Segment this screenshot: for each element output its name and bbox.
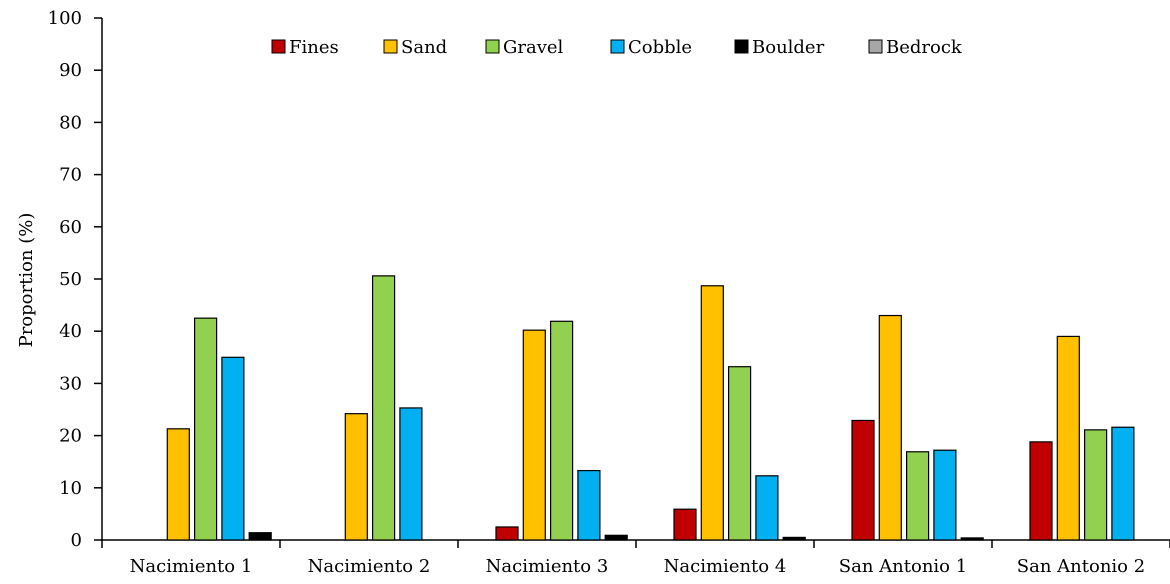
bar-fines-4 (673, 508, 697, 541)
bar-cobble-3 (577, 469, 601, 541)
x-axis: Nacimiento 1 Nacimiento 2 Nacimiento 3 Naci… (101, 539, 1170, 577)
legend-swatch-fines (271, 39, 286, 54)
bar-cobble-2 (399, 407, 423, 541)
y-tick-label: 30 (59, 373, 82, 394)
y-tick-label: 70 (59, 165, 82, 186)
y-axis-title: Proportion (%) (16, 213, 37, 348)
bar-sand-1 (166, 428, 190, 541)
bar-gravel-2 (372, 275, 396, 541)
bar-gravel-4 (727, 366, 752, 541)
bar-sand-5 (878, 314, 902, 541)
legend: Fines Sand Gravel Cobble Boulder Bedrock (271, 37, 963, 58)
legend-label-bedrock: Bedrock (886, 37, 963, 58)
bar-cobble-1 (221, 356, 245, 541)
bar-cobble-5 (933, 449, 957, 541)
bar-fines-5 (851, 419, 875, 541)
bar-cobble-4 (755, 475, 779, 541)
legend-swatch-gravel (485, 39, 500, 54)
y-tick-label: 100 (48, 8, 82, 29)
y-tick-label: 0 (71, 530, 82, 551)
y-tick-label: 80 (59, 112, 82, 133)
legend-swatch-cobble (610, 39, 625, 54)
legend-swatch-bedrock (868, 39, 883, 54)
x-category-label: San Antonio 2 (1017, 556, 1145, 577)
x-category-label: Nacimiento 3 (486, 556, 609, 577)
bar-sand-3 (522, 329, 546, 541)
bar-boulder-3 (604, 534, 628, 541)
bar-boulder-1 (248, 532, 272, 541)
y-tick-label: 10 (59, 478, 82, 499)
bar-sand-2 (344, 413, 368, 541)
bar-fines-3 (495, 526, 519, 541)
bar-gravel-6 (1083, 429, 1108, 541)
legend-label-boulder: Boulder (752, 37, 825, 58)
legend-label-cobble: Cobble (628, 37, 692, 58)
legend-label-gravel: Gravel (503, 37, 564, 58)
y-tick-label: 20 (59, 426, 82, 447)
bar-gravel-1 (194, 317, 218, 541)
bar-boulder-4 (782, 536, 806, 541)
y-tick-label: 50 (59, 269, 82, 290)
x-category-label: Nacimiento 4 (664, 556, 787, 577)
bar-sand-6 (1056, 335, 1080, 541)
legend-swatch-boulder (734, 39, 749, 54)
x-category-label: Nacimiento 2 (308, 556, 431, 577)
y-tick-label: 40 (59, 321, 82, 342)
bar-cobble-6 (1111, 426, 1135, 541)
y-tick-label: 90 (59, 60, 82, 81)
legend-swatch-sand (383, 39, 398, 54)
legend-label-fines: Fines (289, 37, 339, 58)
bar-sand-4 (700, 285, 724, 541)
x-category-label: Nacimiento 1 (130, 556, 253, 577)
legend-label-sand: Sand (401, 37, 447, 58)
x-category-label: San Antonio 1 (839, 556, 967, 577)
bars (166, 275, 1135, 541)
bar-gravel-3 (549, 320, 574, 541)
y-axis: 0 10 20 30 40 50 60 70 80 90 100 (48, 8, 103, 551)
bar-fines-6 (1029, 441, 1053, 541)
y-tick-label: 60 (59, 217, 82, 238)
bar-boulder-5 (960, 537, 984, 541)
bar-gravel-5 (905, 451, 930, 541)
